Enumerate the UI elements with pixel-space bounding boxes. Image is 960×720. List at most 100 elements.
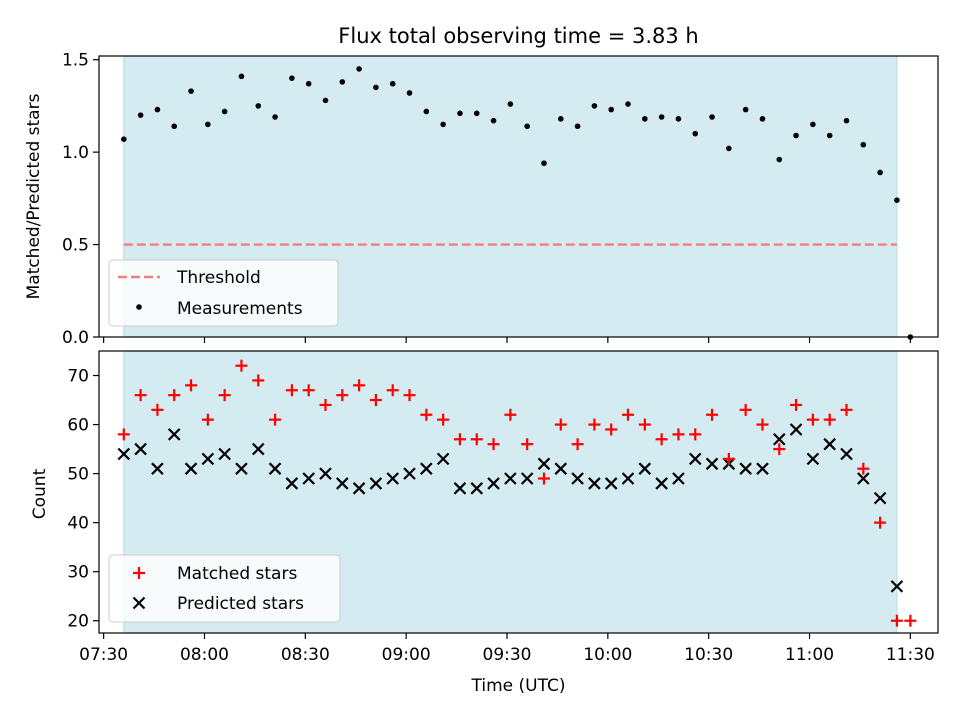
matched-point bbox=[504, 408, 517, 421]
predicted-point bbox=[134, 442, 147, 456]
measurement-point bbox=[490, 117, 497, 124]
predicted-point bbox=[840, 447, 853, 461]
predicted-point bbox=[167, 428, 181, 441]
measurement-point bbox=[642, 116, 648, 122]
cross-stroke-b bbox=[638, 462, 652, 475]
cross-stroke-b bbox=[369, 477, 383, 490]
matched-point bbox=[874, 516, 887, 529]
x-tick-label: 07:30 bbox=[79, 645, 128, 665]
matched-point bbox=[638, 418, 651, 431]
top-y-tick-label: 0.5 bbox=[62, 236, 89, 256]
matched-point bbox=[672, 428, 685, 441]
predicted-point bbox=[537, 457, 551, 471]
measurement-point bbox=[541, 160, 547, 167]
matched-point bbox=[369, 394, 382, 407]
bottom-legend: Matched stars Predicted stars bbox=[108, 554, 341, 623]
legend-measurements-swatch bbox=[136, 304, 142, 310]
predicted-point bbox=[739, 462, 752, 475]
matched-point bbox=[722, 452, 735, 465]
predicted-point bbox=[151, 462, 164, 475]
cross-stroke-b bbox=[302, 472, 315, 485]
predicted-point bbox=[789, 423, 803, 436]
measurement-point bbox=[709, 114, 715, 120]
x-tick-label: 08:30 bbox=[281, 645, 330, 665]
matched-point bbox=[588, 418, 601, 431]
matched-point bbox=[201, 413, 214, 426]
legend-threshold-label: Threshold bbox=[176, 268, 261, 288]
bottom-y-tick-label: 70 bbox=[67, 367, 89, 387]
predicted-point bbox=[201, 452, 215, 466]
measurement-point bbox=[289, 75, 295, 81]
matched-point bbox=[739, 403, 752, 416]
cross-stroke-b bbox=[739, 462, 752, 475]
cross-stroke-b bbox=[453, 482, 467, 495]
cross-stroke-b bbox=[117, 447, 131, 461]
predicted-point bbox=[890, 580, 904, 593]
predicted-point bbox=[251, 442, 265, 456]
predicted-point bbox=[302, 472, 315, 485]
matched-point bbox=[706, 408, 719, 421]
cross-stroke-b bbox=[268, 462, 282, 475]
cross-stroke-b bbox=[520, 472, 534, 485]
measurement-point bbox=[658, 114, 665, 120]
legend-predicted-marker bbox=[132, 596, 146, 610]
count-points bbox=[117, 359, 917, 627]
predicted-point bbox=[268, 462, 282, 475]
top-plot-frame bbox=[98, 55, 939, 338]
measurement-point bbox=[339, 79, 346, 85]
matched-point bbox=[319, 398, 332, 411]
matched-point bbox=[605, 423, 618, 436]
cross-stroke-b bbox=[201, 452, 215, 466]
measurement-point bbox=[591, 103, 598, 109]
predicted-point bbox=[672, 472, 685, 485]
bottom-legend-box bbox=[108, 554, 341, 623]
cross-stroke-b bbox=[184, 462, 198, 475]
cross-stroke-b bbox=[621, 472, 635, 485]
matched-point bbox=[403, 389, 416, 402]
measurement-point bbox=[473, 110, 480, 117]
predicted-point bbox=[285, 477, 299, 490]
predicted-point bbox=[655, 477, 668, 490]
measurement-point bbox=[759, 116, 766, 122]
cross-stroke-b bbox=[873, 491, 887, 505]
matched-point bbox=[185, 379, 198, 392]
bottom-y-tick-label: 50 bbox=[67, 465, 89, 485]
cross-stroke-b bbox=[487, 477, 500, 490]
matched-point bbox=[554, 418, 567, 431]
cross-stroke-b bbox=[436, 452, 450, 466]
cross-stroke-b bbox=[604, 477, 618, 490]
predicted-point bbox=[453, 482, 467, 495]
cross-stroke-b bbox=[588, 477, 601, 490]
cross-stroke-b bbox=[688, 452, 702, 466]
predicted-point bbox=[873, 491, 887, 505]
measurement-point bbox=[457, 110, 463, 117]
matched-point bbox=[840, 403, 853, 416]
cross-stroke-b bbox=[537, 457, 551, 471]
predicted-point bbox=[756, 462, 769, 475]
legend-predicted-swatch bbox=[132, 596, 146, 610]
matched-point bbox=[790, 398, 803, 411]
matched-point bbox=[134, 389, 147, 402]
bottom-y-axis: 20 30 40 50 60 70 bbox=[67, 367, 99, 632]
measurement-point bbox=[860, 141, 867, 148]
predicted-point bbox=[806, 452, 820, 466]
matched-point bbox=[857, 462, 870, 475]
predicted-point bbox=[857, 472, 870, 485]
matched-point bbox=[420, 408, 433, 421]
cross-stroke-b bbox=[504, 472, 517, 485]
top-x-tick-marks bbox=[103, 337, 911, 343]
matched-point bbox=[890, 614, 903, 627]
measurement-point bbox=[373, 84, 379, 91]
cross-stroke-b bbox=[251, 442, 265, 456]
matched-point bbox=[571, 438, 584, 451]
cross-stroke-b bbox=[705, 457, 719, 471]
x-tick-label: 10:00 bbox=[583, 645, 632, 665]
matched-point bbox=[269, 413, 282, 426]
predicted-point bbox=[218, 447, 231, 461]
measurement-point bbox=[389, 80, 396, 87]
measurement-point bbox=[272, 114, 278, 120]
matched-point bbox=[521, 438, 534, 451]
legend-matched-swatch bbox=[133, 567, 145, 579]
x-axis-label: Time (UTC) bbox=[471, 676, 566, 696]
